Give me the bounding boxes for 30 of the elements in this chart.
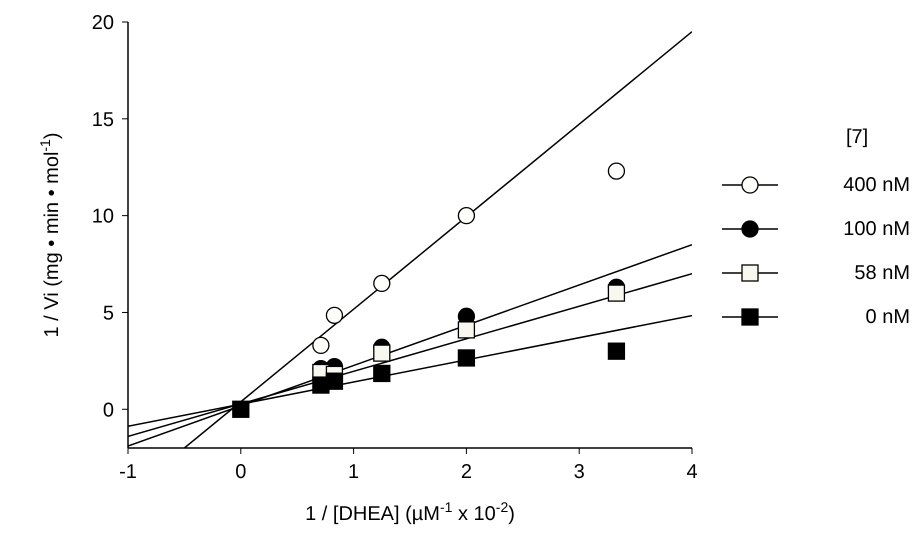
y-tick-label: 15 (92, 108, 114, 131)
y-tick-label: 0 (102, 399, 114, 422)
text: 400 nM (842, 174, 910, 196)
point (326, 372, 344, 390)
x-tick-label: 0 (235, 461, 246, 484)
x-tick-label: 4 (686, 461, 698, 484)
point (608, 162, 626, 180)
y-tick-label: 10 (92, 206, 114, 228)
x-tick-label: 3 (574, 461, 585, 484)
point (326, 306, 344, 324)
text: 0 nM (864, 306, 910, 328)
point (373, 344, 390, 362)
x-tick-label: 1 (348, 461, 360, 484)
legend-title: [7] (846, 126, 870, 149)
x-tick-label: -1 (119, 461, 137, 484)
point (373, 274, 390, 292)
point (458, 349, 476, 367)
point (373, 364, 390, 382)
point (608, 342, 626, 360)
point (312, 336, 330, 354)
text: 100 nM (842, 218, 910, 240)
text: 58 nM (853, 262, 910, 284)
y-tick-label: 5 (102, 302, 114, 325)
x-axis-title: 1 / [DHEA] (µM$^{-1}$ x 10$^{-2}$) (305, 499, 515, 525)
point (608, 284, 626, 302)
x-tick-label: 2 (460, 461, 472, 484)
y-tick-label: 20 (92, 12, 114, 34)
point (458, 321, 476, 339)
point (458, 206, 476, 224)
point (232, 400, 250, 418)
